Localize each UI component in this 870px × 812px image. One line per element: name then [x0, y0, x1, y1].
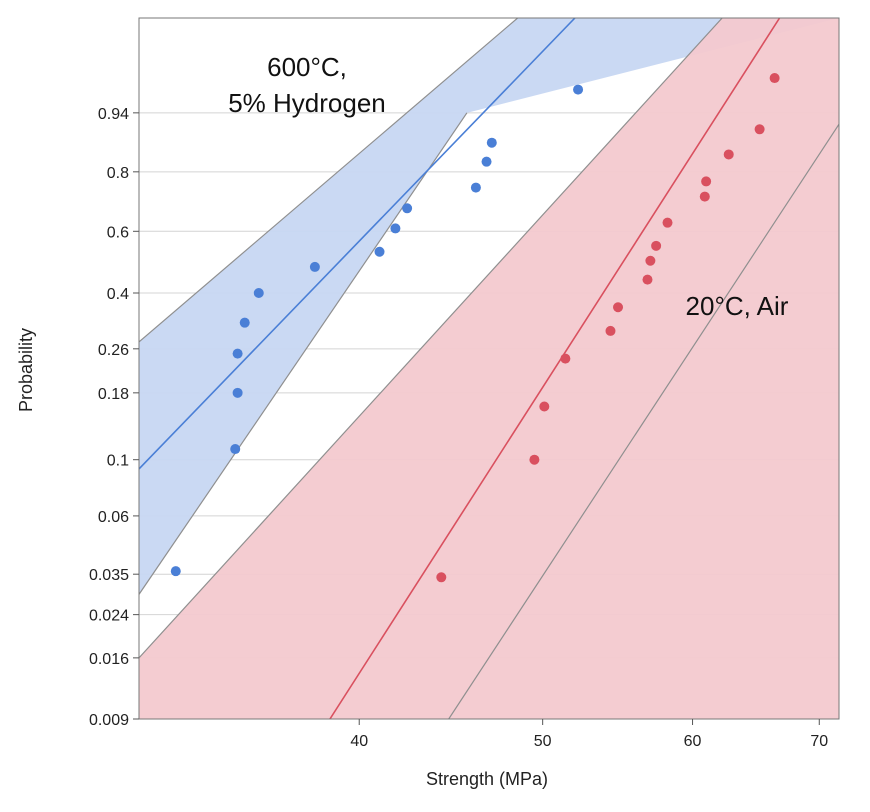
data-point	[239, 317, 250, 328]
data-points	[170, 73, 780, 583]
data-point	[529, 454, 540, 465]
x-axis-title: Strength (MPa)	[426, 769, 548, 789]
data-point	[701, 176, 712, 187]
annotation-air: 20°C, Air	[686, 291, 789, 321]
data-point	[253, 288, 264, 299]
data-point	[309, 261, 320, 272]
confidence-band	[139, 18, 839, 595]
x-tick-label: 70	[810, 733, 828, 750]
data-point	[699, 191, 710, 202]
fit-line	[139, 18, 576, 470]
data-point	[539, 401, 550, 412]
axis-ticks: 0.009 0.016 0.024 0.035 0.06 0.1 0.18 0.26 0.4 0.…	[89, 106, 828, 750]
data-point	[723, 149, 734, 160]
data-point	[486, 137, 497, 148]
fit-line	[329, 18, 781, 719]
y-tick-label: 0.035	[89, 567, 129, 584]
data-point	[374, 246, 385, 257]
data-point	[402, 203, 413, 214]
data-point	[230, 444, 241, 455]
band-edge-high	[139, 18, 723, 659]
x-tick-label: 60	[684, 733, 702, 750]
band-edge-low	[448, 123, 839, 719]
annotation-hydrogen: 5% Hydrogen	[228, 88, 386, 118]
x-tick-label: 50	[534, 733, 552, 750]
data-point	[642, 274, 653, 285]
y-tick-label: 0.009	[89, 712, 129, 729]
confidence-band	[139, 18, 839, 719]
y-tick-label: 0.024	[89, 608, 129, 625]
data-point	[645, 255, 656, 266]
data-point	[170, 566, 181, 577]
y-tick-label: 0.8	[107, 165, 129, 182]
annotation-temp-hydrogen: 600°C,	[267, 52, 347, 82]
data-point	[651, 240, 662, 251]
y-tick-label: 0.1	[107, 453, 129, 470]
data-point	[560, 353, 571, 364]
y-tick-label: 0.4	[107, 286, 129, 303]
data-point	[605, 325, 616, 336]
data-point	[436, 572, 447, 583]
y-axis-title: Probability	[16, 328, 36, 412]
data-point	[390, 223, 401, 234]
plot-frame	[138, 17, 840, 720]
data-point	[769, 73, 780, 84]
y-tick-label: 0.94	[98, 106, 129, 123]
data-point	[573, 84, 584, 95]
data-point	[470, 182, 481, 193]
data-point	[232, 348, 243, 359]
y-tick-label: 0.26	[98, 342, 129, 359]
band-edge-high	[139, 18, 519, 343]
y-tick-label: 0.6	[107, 224, 129, 241]
data-point	[613, 302, 624, 313]
fit-lines	[139, 18, 781, 719]
data-point	[481, 156, 492, 167]
data-point	[662, 217, 673, 228]
y-tick-label: 0.06	[98, 509, 129, 526]
data-point	[232, 387, 243, 398]
data-point	[754, 124, 765, 135]
x-tick-label: 40	[350, 733, 368, 750]
confidence-bands	[139, 18, 839, 719]
y-tick-label: 0.016	[89, 651, 129, 668]
band-edge-low	[139, 112, 468, 595]
y-tick-label: 0.18	[98, 386, 129, 403]
